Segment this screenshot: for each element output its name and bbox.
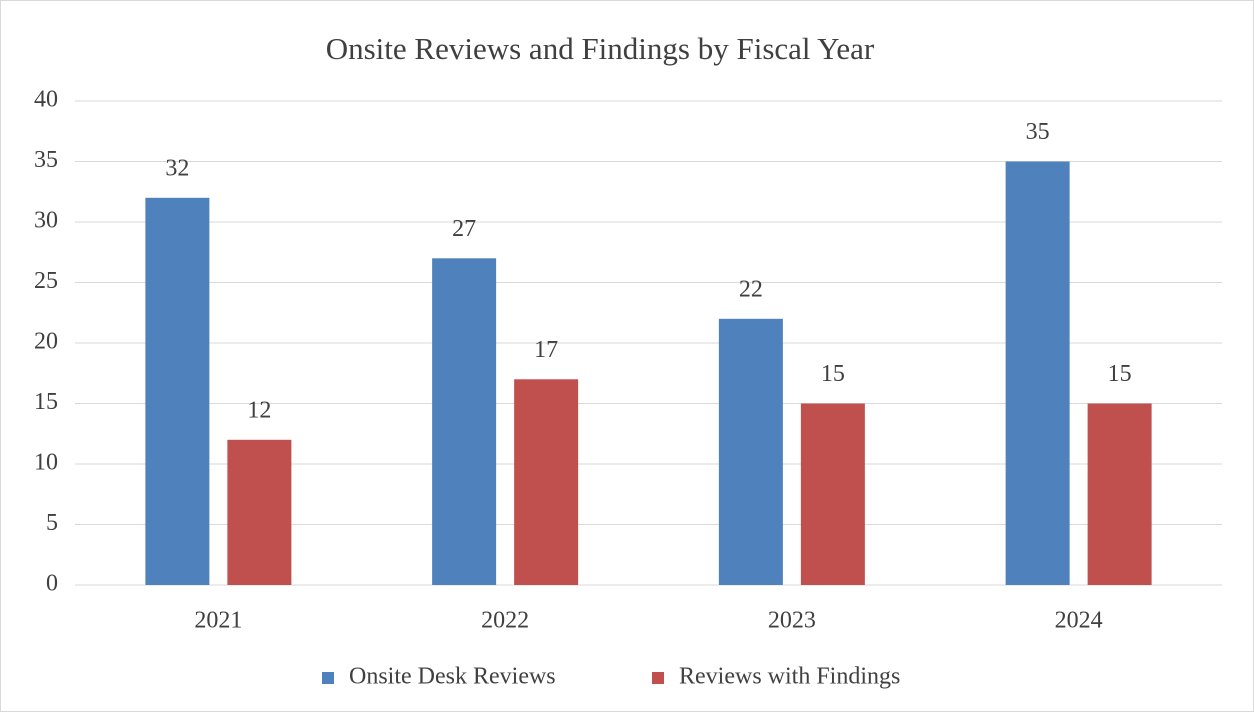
data-label: 15 <box>1108 361 1132 387</box>
data-label: 32 <box>165 155 189 181</box>
x-tick-label: 2023 <box>768 608 816 634</box>
y-tick-label: 15 <box>34 389 58 415</box>
legend-swatch <box>322 672 334 684</box>
y-tick-label: 30 <box>34 208 58 234</box>
y-tick-label: 35 <box>34 147 58 173</box>
data-label: 35 <box>1026 119 1050 145</box>
legend-label: Onsite Desk Reviews <box>349 664 556 690</box>
bar <box>145 197 210 586</box>
data-label: 17 <box>534 337 558 363</box>
data-label: 27 <box>452 216 476 242</box>
bar <box>800 403 865 585</box>
data-label: 15 <box>821 361 845 387</box>
y-tick-label: 40 <box>34 87 58 113</box>
bar <box>227 439 292 585</box>
bar <box>718 318 783 585</box>
y-tick-label: 10 <box>34 450 58 476</box>
chart-title: Onsite Reviews and Findings by Fiscal Ye… <box>326 31 875 66</box>
bar <box>1087 403 1152 585</box>
y-tick-label: 0 <box>46 571 58 597</box>
x-tick-label: 2021 <box>194 608 242 634</box>
legend-swatch <box>652 672 664 684</box>
y-tick-label: 25 <box>34 268 58 294</box>
bar <box>432 258 497 585</box>
x-tick-label: 2024 <box>1055 608 1103 634</box>
bar <box>1005 161 1070 585</box>
x-tick-label: 2022 <box>481 608 529 634</box>
bar <box>514 379 579 585</box>
data-label: 12 <box>247 397 271 423</box>
legend-label: Reviews with Findings <box>679 664 900 690</box>
data-label: 22 <box>739 276 763 302</box>
y-tick-label: 20 <box>34 329 58 355</box>
y-tick-label: 5 <box>46 510 58 536</box>
